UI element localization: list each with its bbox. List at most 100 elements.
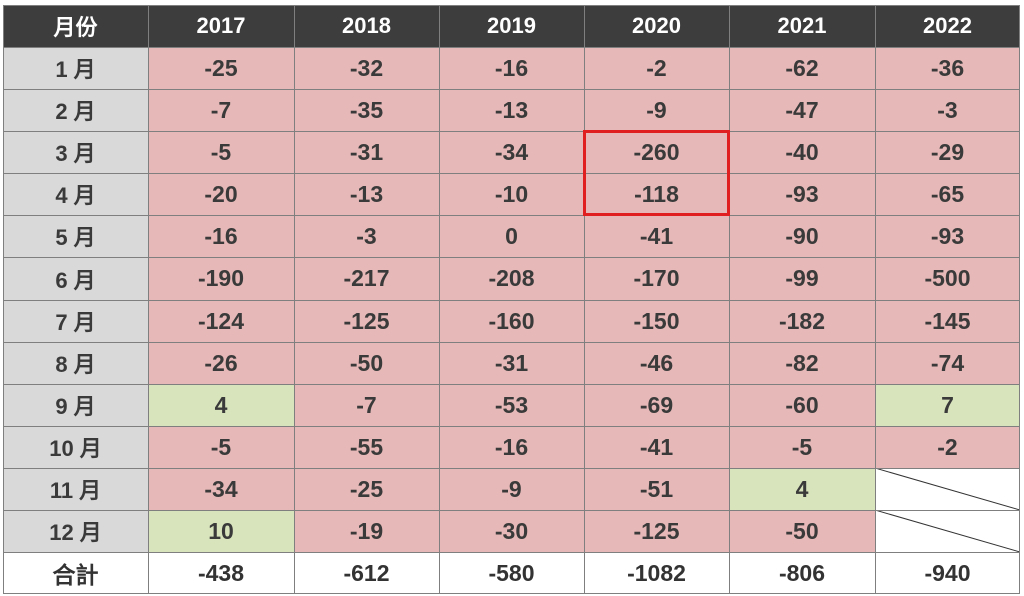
empty-cell bbox=[875, 510, 1020, 552]
data-table: 月份 2017 2018 2019 2020 2021 2022 1 月 -25 -32 -16 -2… bbox=[3, 5, 1020, 594]
value-cell: -2 bbox=[584, 47, 729, 89]
value-cell: -260 bbox=[584, 131, 729, 173]
row-label-month: 2 月 bbox=[3, 89, 148, 131]
row-label-month: 9 月 bbox=[3, 384, 148, 426]
value-cell: -69 bbox=[584, 384, 729, 426]
grid-line-horizontal bbox=[3, 5, 1020, 6]
empty-cell-diagonal bbox=[875, 468, 1020, 510]
grid-line-horizontal bbox=[3, 468, 1020, 469]
column-header-2017: 2017 bbox=[148, 5, 294, 47]
grid-line-vertical bbox=[1019, 5, 1020, 594]
value-cell: -170 bbox=[584, 257, 729, 300]
value-cell: -62 bbox=[729, 47, 875, 89]
grid-line-vertical bbox=[294, 5, 295, 594]
total-value-cell: -612 bbox=[294, 552, 439, 594]
value-cell: -47 bbox=[729, 89, 875, 131]
row-label-month: 10 月 bbox=[3, 426, 148, 468]
value-cell: -3 bbox=[875, 89, 1020, 131]
row-label-month: 5 月 bbox=[3, 215, 148, 257]
total-value-cell: -580 bbox=[439, 552, 584, 594]
value-cell: -46 bbox=[584, 342, 729, 384]
value-cell: 7 bbox=[875, 384, 1020, 426]
grid-line-horizontal bbox=[3, 342, 1020, 343]
value-cell: 0 bbox=[439, 215, 584, 257]
value-cell: -500 bbox=[875, 257, 1020, 300]
value-cell: -20 bbox=[148, 173, 294, 215]
value-cell: -90 bbox=[729, 215, 875, 257]
total-value-cell: -1082 bbox=[584, 552, 729, 594]
grid-line-horizontal bbox=[3, 300, 1020, 301]
value-cell: -13 bbox=[439, 89, 584, 131]
value-cell: -19 bbox=[294, 510, 439, 552]
value-cell: -82 bbox=[729, 342, 875, 384]
grid-line-vertical bbox=[148, 5, 149, 594]
value-cell: -7 bbox=[294, 384, 439, 426]
grid-line-horizontal bbox=[3, 257, 1020, 258]
value-cell: -65 bbox=[875, 173, 1020, 215]
value-cell: -41 bbox=[584, 426, 729, 468]
value-cell: -25 bbox=[148, 47, 294, 89]
value-cell: -51 bbox=[584, 468, 729, 510]
value-cell: -5 bbox=[729, 426, 875, 468]
value-cell: -50 bbox=[729, 510, 875, 552]
empty-cell bbox=[875, 468, 1020, 510]
value-cell: -30 bbox=[439, 510, 584, 552]
value-cell: -118 bbox=[584, 173, 729, 215]
value-cell: -125 bbox=[584, 510, 729, 552]
value-cell: -13 bbox=[294, 173, 439, 215]
value-cell: -150 bbox=[584, 300, 729, 342]
total-value-cell: -438 bbox=[148, 552, 294, 594]
column-header-2018: 2018 bbox=[294, 5, 439, 47]
value-cell: -16 bbox=[439, 426, 584, 468]
value-cell: -10 bbox=[439, 173, 584, 215]
value-cell: -32 bbox=[294, 47, 439, 89]
value-cell: -2 bbox=[875, 426, 1020, 468]
value-cell: -124 bbox=[148, 300, 294, 342]
value-cell: -16 bbox=[148, 215, 294, 257]
value-cell: -29 bbox=[875, 131, 1020, 173]
value-cell: -99 bbox=[729, 257, 875, 300]
grid-line-horizontal bbox=[3, 173, 1020, 174]
grid-line-horizontal bbox=[3, 89, 1020, 90]
column-header-2020: 2020 bbox=[584, 5, 729, 47]
value-cell: -74 bbox=[875, 342, 1020, 384]
value-cell: -125 bbox=[294, 300, 439, 342]
row-label-month: 11 月 bbox=[3, 468, 148, 510]
value-cell: 4 bbox=[729, 468, 875, 510]
grid-line-horizontal bbox=[3, 510, 1020, 511]
diagonal-line bbox=[875, 510, 1020, 552]
grid-line-horizontal bbox=[3, 384, 1020, 385]
value-cell: -34 bbox=[439, 131, 584, 173]
value-cell: -60 bbox=[729, 384, 875, 426]
row-label-month: 3 月 bbox=[3, 131, 148, 173]
grid-line-vertical bbox=[875, 5, 876, 594]
row-label-month: 7 月 bbox=[3, 300, 148, 342]
grid-line-horizontal bbox=[3, 593, 1020, 594]
value-cell: -3 bbox=[294, 215, 439, 257]
value-cell: -40 bbox=[729, 131, 875, 173]
value-cell: -93 bbox=[729, 173, 875, 215]
value-cell: -55 bbox=[294, 426, 439, 468]
value-cell: -36 bbox=[875, 47, 1020, 89]
column-header-2021: 2021 bbox=[729, 5, 875, 47]
value-cell: -34 bbox=[148, 468, 294, 510]
grid-line-horizontal bbox=[3, 47, 1020, 48]
header-corner-label: 月份 bbox=[3, 5, 148, 47]
value-cell: -26 bbox=[148, 342, 294, 384]
value-cell: -5 bbox=[148, 426, 294, 468]
value-cell: -41 bbox=[584, 215, 729, 257]
value-cell: -50 bbox=[294, 342, 439, 384]
grid-line-vertical bbox=[584, 5, 585, 594]
row-label-month: 12 月 bbox=[3, 510, 148, 552]
value-cell: -145 bbox=[875, 300, 1020, 342]
value-cell: 10 bbox=[148, 510, 294, 552]
value-cell: -35 bbox=[294, 89, 439, 131]
value-cell: -93 bbox=[875, 215, 1020, 257]
value-cell: -25 bbox=[294, 468, 439, 510]
total-row-label: 合計 bbox=[3, 552, 148, 594]
value-cell: -9 bbox=[439, 468, 584, 510]
value-cell: -7 bbox=[148, 89, 294, 131]
grid-line-horizontal bbox=[3, 552, 1020, 553]
grid-line-vertical bbox=[3, 5, 4, 594]
value-cell: -31 bbox=[294, 131, 439, 173]
